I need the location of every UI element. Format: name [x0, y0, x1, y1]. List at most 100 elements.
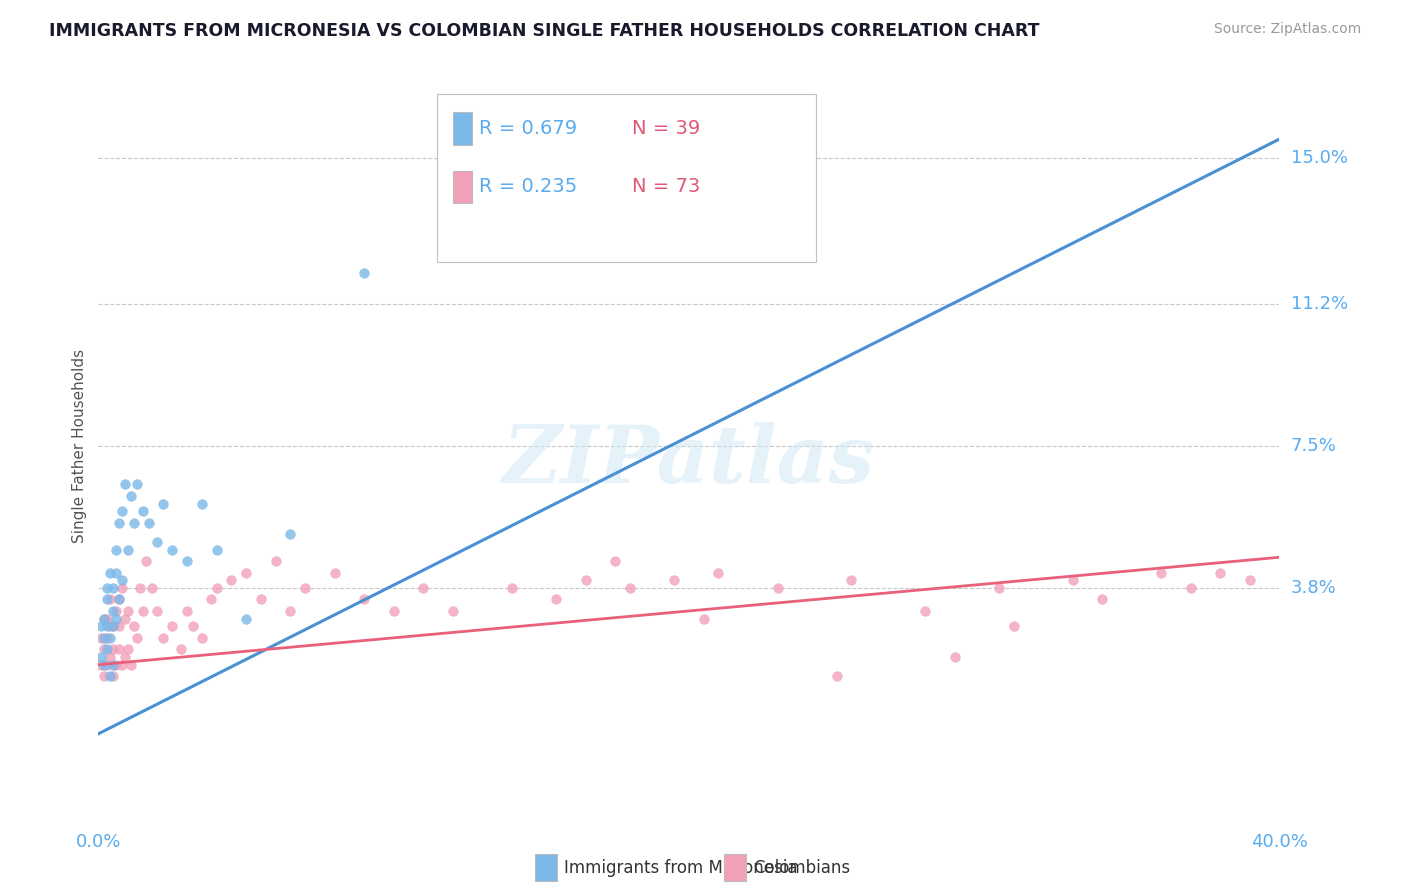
Point — [111, 574, 134, 588]
Point — [93, 642, 115, 657]
Point — [122, 619, 145, 633]
Point — [191, 631, 214, 645]
FancyBboxPatch shape — [437, 95, 817, 262]
Point — [176, 554, 198, 568]
Point — [841, 574, 863, 588]
Point — [205, 581, 228, 595]
Text: 3.8%: 3.8% — [1291, 579, 1336, 597]
Point — [1062, 574, 1084, 588]
Point — [988, 581, 1011, 595]
Point — [103, 604, 125, 618]
FancyBboxPatch shape — [536, 855, 557, 881]
Point — [108, 516, 131, 530]
Point — [96, 642, 118, 657]
Point — [93, 612, 115, 626]
Point — [111, 657, 134, 672]
Point — [501, 581, 523, 595]
Point — [294, 581, 316, 595]
Point — [146, 535, 169, 549]
Point — [98, 592, 121, 607]
Point — [117, 604, 139, 618]
Point — [117, 642, 139, 657]
Point — [323, 566, 346, 580]
Point — [664, 574, 686, 588]
Point — [235, 612, 257, 626]
Point — [105, 566, 128, 580]
Point — [619, 581, 641, 595]
Y-axis label: Single Father Households: Single Father Households — [72, 349, 87, 543]
Point — [114, 650, 136, 665]
Point — [162, 542, 183, 557]
Point — [103, 657, 125, 672]
Point — [96, 657, 118, 672]
Point — [93, 612, 115, 626]
Point — [93, 657, 115, 672]
Point — [152, 631, 174, 645]
Point — [693, 612, 716, 626]
Point — [96, 619, 118, 633]
Point — [103, 642, 125, 657]
Point — [98, 631, 121, 645]
Point — [96, 592, 118, 607]
Point — [200, 592, 222, 607]
Point — [108, 642, 131, 657]
Point — [280, 527, 302, 541]
Text: 0.0%: 0.0% — [76, 833, 121, 851]
Point — [280, 604, 302, 618]
Text: Immigrants from Micronesia: Immigrants from Micronesia — [564, 859, 797, 877]
Text: N = 73: N = 73 — [633, 178, 700, 196]
Point — [90, 650, 112, 665]
Point — [264, 554, 287, 568]
Point — [105, 542, 128, 557]
Text: 15.0%: 15.0% — [1291, 149, 1347, 168]
Point — [90, 657, 112, 672]
Text: Source: ZipAtlas.com: Source: ZipAtlas.com — [1213, 22, 1361, 37]
Point — [221, 574, 243, 588]
Point — [141, 581, 163, 595]
Point — [98, 566, 121, 580]
Point — [114, 477, 136, 491]
Point — [152, 497, 174, 511]
Text: R = 0.679: R = 0.679 — [478, 119, 576, 138]
Point — [138, 516, 160, 530]
Point — [825, 669, 848, 683]
Point — [103, 619, 125, 633]
Point — [103, 619, 125, 633]
Point — [114, 612, 136, 626]
Point — [122, 516, 145, 530]
Point — [235, 566, 257, 580]
Point — [103, 581, 125, 595]
Point — [111, 581, 134, 595]
Point — [105, 657, 128, 672]
Point — [90, 619, 112, 633]
Point — [205, 542, 228, 557]
FancyBboxPatch shape — [724, 855, 745, 881]
Point — [441, 604, 464, 618]
Point — [546, 592, 568, 607]
Point — [93, 669, 115, 683]
Point — [766, 581, 789, 595]
Text: ZIPatlas: ZIPatlas — [503, 422, 875, 499]
Point — [707, 566, 730, 580]
Point — [135, 554, 157, 568]
Point — [191, 497, 214, 511]
Point — [98, 619, 121, 633]
Text: 40.0%: 40.0% — [1251, 833, 1308, 851]
Text: 11.2%: 11.2% — [1291, 295, 1348, 313]
Point — [108, 619, 131, 633]
Point — [1150, 566, 1173, 580]
Point — [132, 604, 155, 618]
Point — [353, 592, 375, 607]
FancyBboxPatch shape — [453, 112, 471, 145]
Point — [382, 604, 405, 618]
Point — [250, 592, 273, 607]
Point — [353, 266, 375, 280]
Point — [105, 604, 128, 618]
Point — [914, 604, 936, 618]
Point — [96, 612, 118, 626]
Point — [412, 581, 434, 595]
Text: IMMIGRANTS FROM MICRONESIA VS COLOMBIAN SINGLE FATHER HOUSEHOLDS CORRELATION CHA: IMMIGRANTS FROM MICRONESIA VS COLOMBIAN … — [49, 22, 1039, 40]
Point — [1091, 592, 1114, 607]
Text: R = 0.235: R = 0.235 — [478, 178, 576, 196]
Point — [132, 504, 155, 518]
